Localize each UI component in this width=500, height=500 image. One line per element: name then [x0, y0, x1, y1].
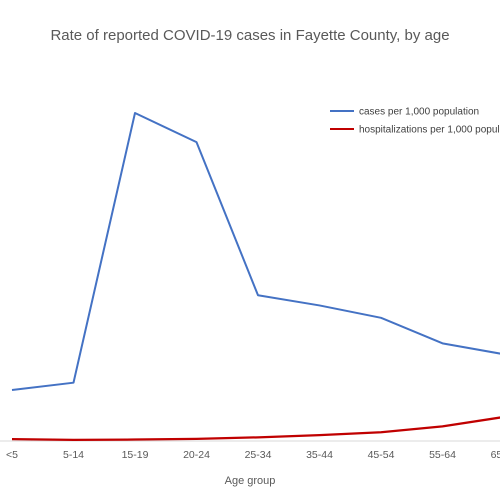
x-tick-label: 20-24	[183, 449, 210, 461]
x-tick-label: <5	[6, 449, 18, 461]
series-line-cases	[11, 112, 500, 391]
x-tick-label: 25-34	[245, 449, 272, 461]
series-line-hospitalizations	[11, 416, 500, 442]
legend-label: hospitalizations per 1,000 population	[359, 125, 500, 136]
legend-label: cases per 1,000 population	[359, 107, 479, 118]
x-tick-label: 55-64	[429, 449, 456, 461]
x-tick-labels: <5 5-14 15-19 20-24 25-34 35-44 45-54 55-64 65-7…	[6, 449, 500, 461]
plot-area	[11, 112, 500, 442]
legend: cases per 1,000 population hospitalizatio…	[330, 107, 500, 136]
x-tick-label: 45-54	[368, 449, 395, 461]
x-tick-label: 5-14	[63, 449, 84, 461]
x-axis-title: Age group	[225, 475, 276, 487]
x-tick-label: 35-44	[306, 449, 333, 461]
x-tick-label: 65-74	[491, 449, 500, 461]
chart-title: Rate of reported COVID-19 cases in Fayet…	[50, 27, 449, 44]
x-tick-label: 15-19	[122, 449, 149, 461]
